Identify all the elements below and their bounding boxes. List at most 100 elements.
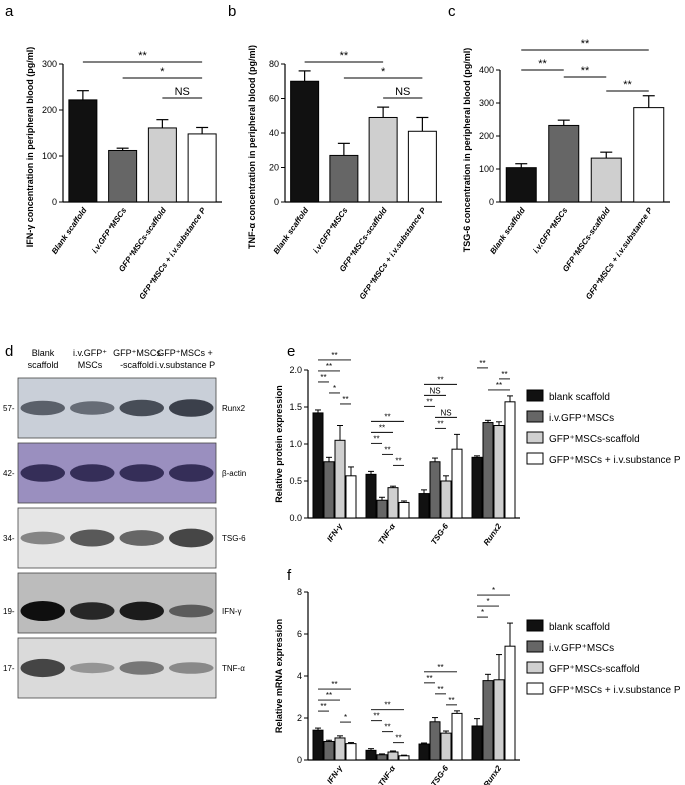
bar	[493, 425, 505, 519]
y-tick-label: 200	[479, 131, 494, 141]
category-label: IFN-γ	[325, 522, 344, 544]
bar	[440, 480, 452, 519]
legend-label: GFP⁺MSCs + i.v.substance P	[549, 455, 681, 466]
significance-label: **	[496, 381, 502, 390]
significance-label: *	[344, 713, 347, 722]
blot-band	[69, 529, 115, 547]
y-tick-label: 300	[42, 59, 57, 69]
significance-label: **	[395, 456, 401, 465]
significance-label: **	[384, 445, 390, 454]
category-label: Runx2	[482, 522, 504, 548]
category-label: TSG-6	[429, 522, 450, 547]
legend-swatch	[526, 682, 544, 695]
y-tick-label: 4	[297, 671, 302, 681]
significance-label: **	[340, 50, 349, 62]
y-tick-label: 80	[269, 59, 279, 69]
significance-label: **	[581, 38, 590, 50]
significance-label: *	[160, 66, 165, 78]
molecular-weight-label: 34-	[3, 534, 15, 543]
protein-label: Runx2	[222, 404, 246, 413]
lane-header: -scaffold	[120, 360, 154, 370]
y-tick-label: 300	[479, 98, 494, 108]
significance-label: NS	[440, 408, 451, 417]
significance-label: **	[384, 412, 390, 421]
y-tick-label: 0.0	[289, 513, 302, 523]
bar	[312, 412, 324, 519]
bar	[590, 157, 622, 203]
legend-swatch	[526, 410, 544, 423]
significance-label: **	[320, 702, 326, 711]
significance-label: **	[426, 674, 432, 683]
blot-band	[69, 401, 115, 415]
blot-band	[168, 399, 214, 417]
bar	[418, 493, 430, 519]
significance-label: **	[138, 50, 147, 62]
y-tick-label: 400	[479, 65, 494, 75]
y-axis-label: Relative protein expression	[274, 385, 284, 503]
molecular-weight-label: 57-	[3, 404, 15, 413]
category-label: i.v.GFP⁺MSCs	[531, 206, 569, 255]
bar	[334, 439, 346, 519]
significance-label: **	[479, 359, 485, 368]
bar	[312, 729, 324, 761]
legend-swatch	[526, 389, 544, 402]
lane-header: GFP⁺MSCs +	[157, 348, 213, 358]
significance-label: **	[342, 395, 348, 404]
blot-band	[119, 464, 165, 482]
panel-label-d: d	[5, 343, 13, 360]
chart-a: 0 100 200 300 Blank scaffold i.v.GFP⁺MSCsGFP⁺…	[25, 47, 222, 301]
significance-label: **	[384, 701, 390, 710]
significance-label: **	[581, 65, 590, 77]
bar	[482, 422, 494, 519]
category-label: Blank scaffold	[272, 205, 311, 256]
significance-label: **	[426, 397, 432, 406]
significance-label: **	[437, 685, 443, 694]
blot-band	[119, 661, 165, 675]
blot-band	[20, 464, 66, 482]
y-tick-label: 0	[489, 197, 494, 207]
protein-label: β-actin	[222, 469, 246, 478]
significance-label: **	[373, 712, 379, 721]
bar	[398, 755, 410, 761]
bar	[493, 679, 505, 761]
y-tick-label: 8	[297, 587, 302, 597]
blot-band	[20, 601, 66, 621]
legend-swatch	[526, 452, 544, 465]
legend-label: i.v.GFP⁺MSCs	[549, 413, 614, 424]
significance-label: **	[538, 58, 547, 70]
bar	[365, 749, 377, 761]
significance-label: *	[481, 608, 484, 617]
legend-label: GFP⁺MSCs + i.v.substance P	[549, 685, 681, 696]
bar	[504, 645, 516, 761]
legend-swatch	[526, 431, 544, 444]
category-label: GFP⁺MSCs-scaffold	[561, 205, 613, 273]
significance-label: **	[437, 663, 443, 672]
protein-label: IFN-γ	[222, 607, 242, 616]
protein-label: TNF-α	[222, 664, 245, 673]
y-tick-label: 40	[269, 128, 279, 138]
legend-label: GFP⁺MSCs-scaffold	[549, 664, 640, 675]
y-tick-label: 6	[297, 629, 302, 639]
bar	[368, 116, 398, 203]
y-tick-label: 2.0	[289, 365, 302, 375]
bar	[504, 401, 516, 519]
panel-label-f: f	[287, 567, 292, 584]
bar	[633, 107, 665, 203]
bar	[440, 732, 452, 761]
significance-label: *	[381, 66, 386, 78]
blot-band	[168, 662, 214, 674]
category-label: TNF-α	[376, 763, 397, 785]
bar	[147, 127, 177, 203]
bar	[108, 149, 138, 203]
bar	[376, 499, 388, 519]
bar	[418, 743, 430, 761]
significance-label: **	[384, 723, 390, 732]
bar	[505, 167, 537, 203]
bar	[323, 461, 335, 519]
significance-label: **	[331, 351, 337, 360]
y-axis-label: TSG-6 concentration in peripheral blood …	[462, 48, 472, 253]
category-label: i.v.GFP⁺MSCs	[90, 206, 128, 255]
bar	[548, 124, 580, 203]
blot-band	[20, 658, 66, 678]
significance-label: *	[492, 586, 495, 595]
